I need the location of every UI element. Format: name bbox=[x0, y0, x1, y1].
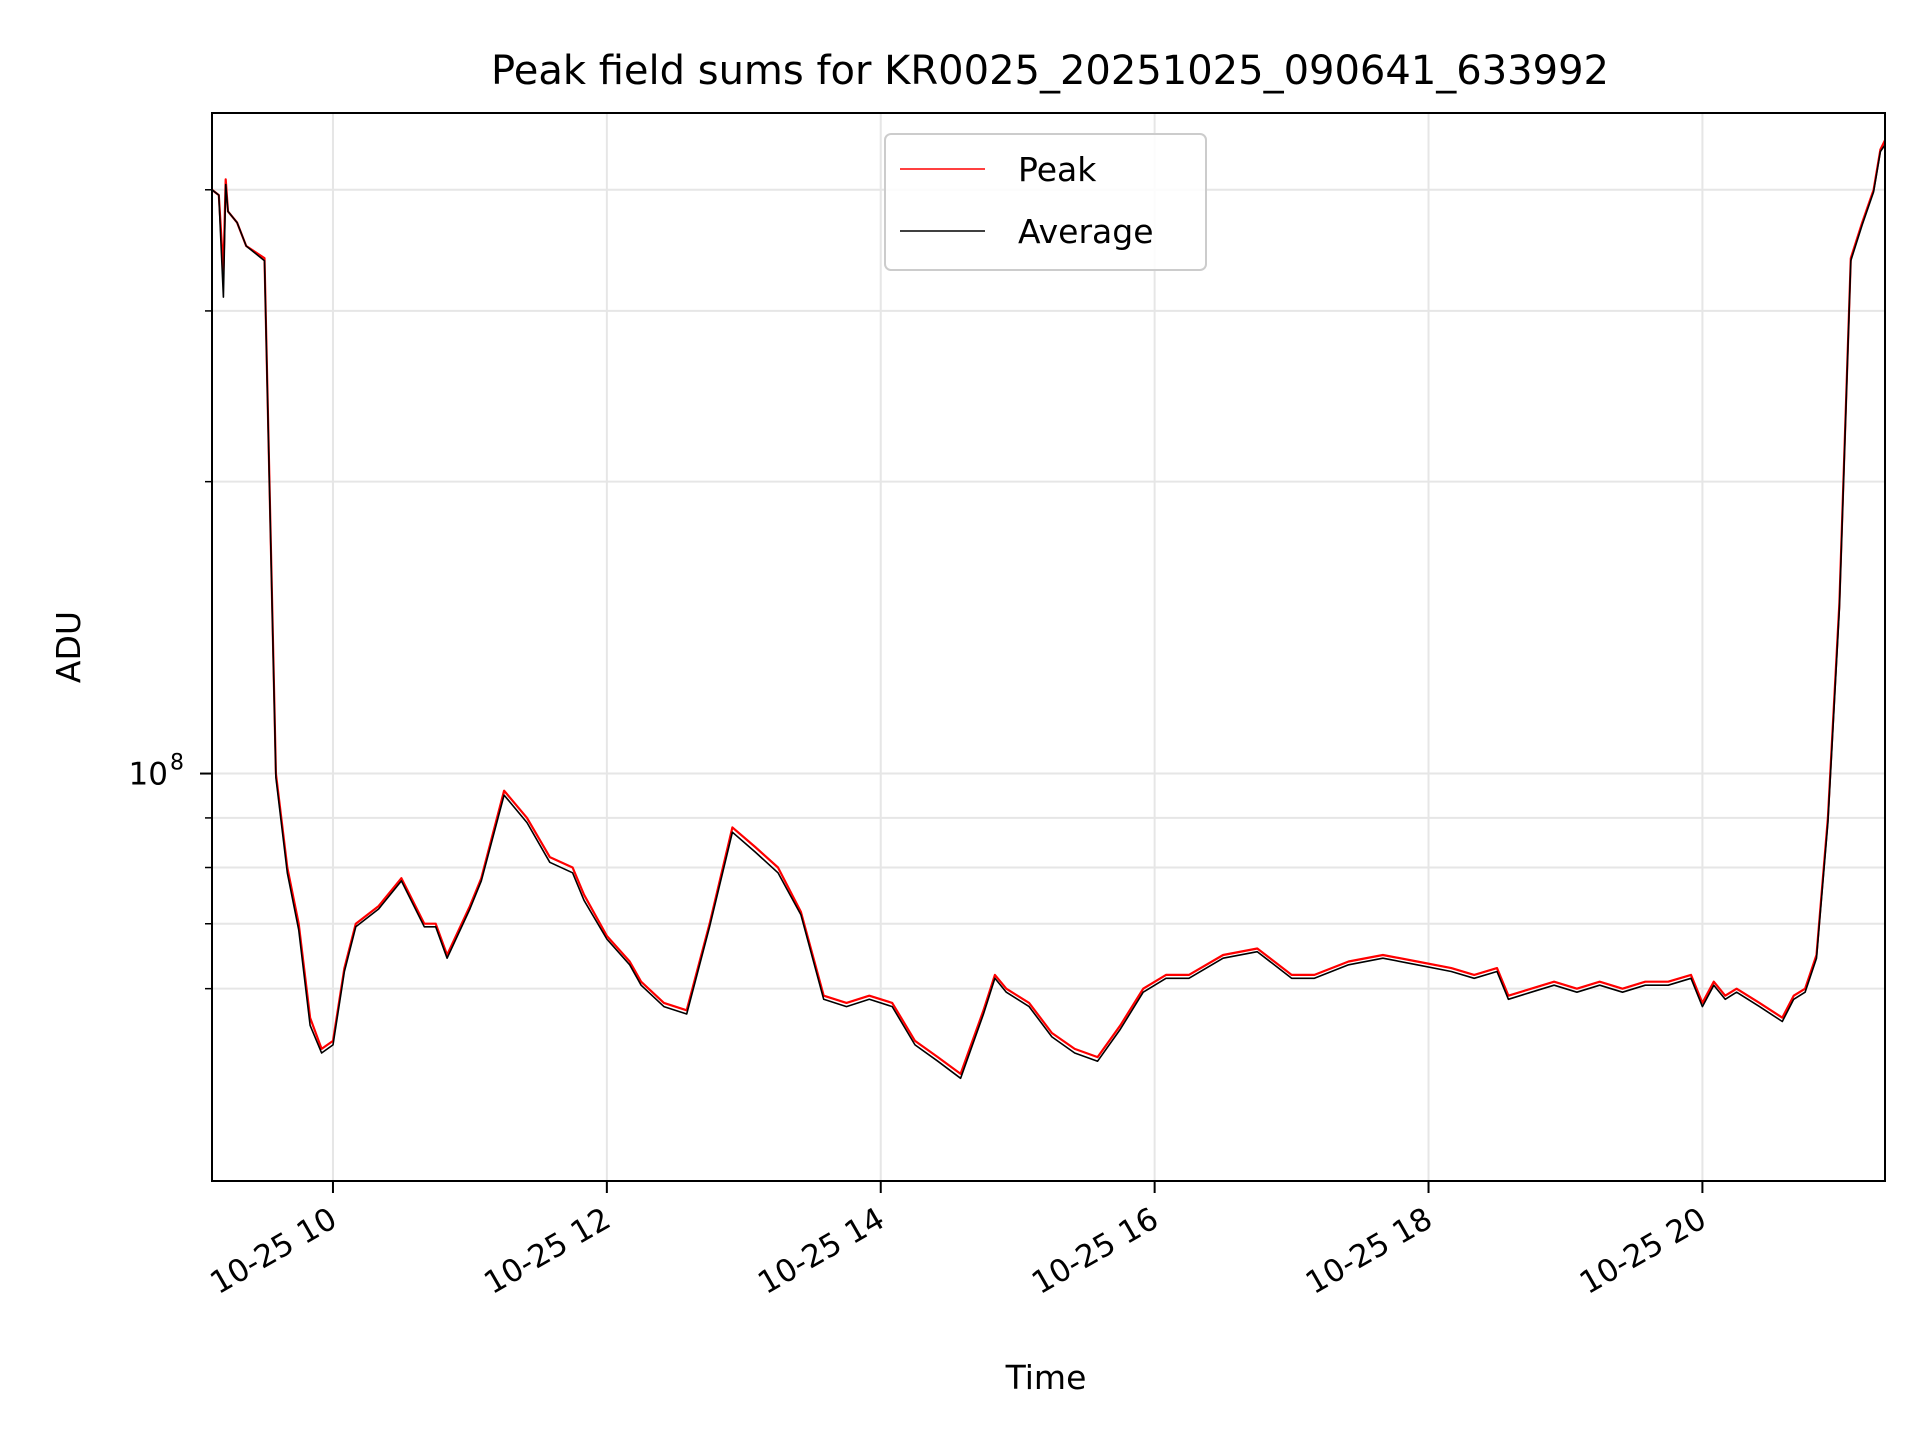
plot-frame bbox=[211, 112, 1886, 1182]
series-line-peak bbox=[212, 139, 1885, 1076]
legend-label-peak: Peak bbox=[1018, 150, 1097, 189]
chart-title: Peak field sums for KR0025_20251025_0906… bbox=[491, 48, 1609, 94]
legend-box bbox=[884, 133, 1207, 271]
x-axis-label: Time bbox=[1005, 1358, 1087, 1397]
legend-label-average: Average bbox=[1018, 212, 1154, 251]
plot-lines bbox=[212, 139, 1885, 1080]
y-tick-label-base: 10 bbox=[129, 757, 168, 793]
legend: Peak Average bbox=[884, 133, 1207, 271]
y-tick-label-exponent: 8 bbox=[170, 751, 184, 776]
y-tick-label: 10 bbox=[129, 757, 168, 793]
y-axis-label: ADU bbox=[49, 611, 88, 683]
series-line-average bbox=[212, 144, 1885, 1080]
